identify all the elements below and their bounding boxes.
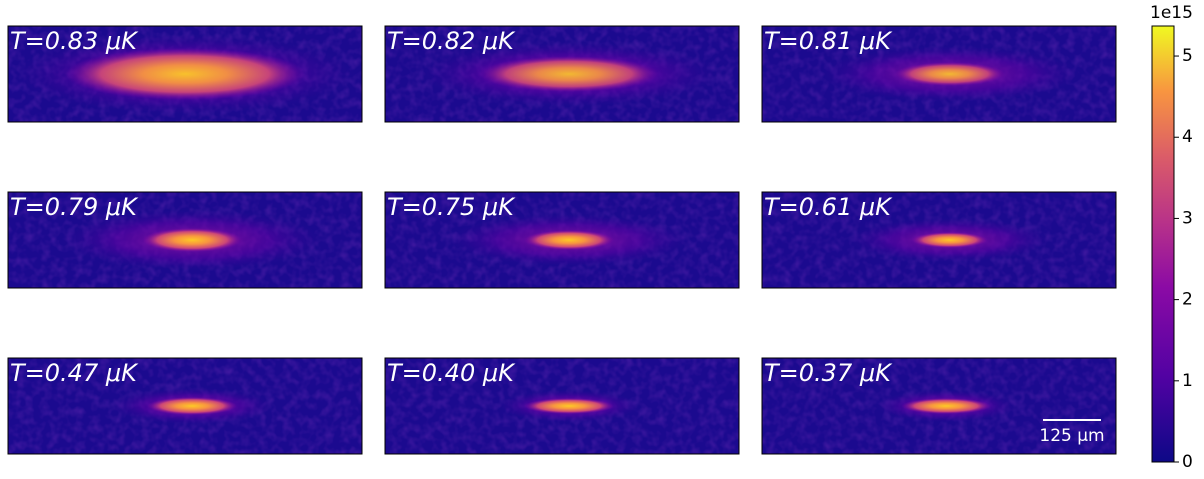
colorbar-offset: 1e15 [1150,3,1193,23]
panel-frame [384,191,740,289]
cloud-core [524,230,615,250]
cloud-core [524,398,615,414]
panel-label: T=0.82 μK [387,27,516,55]
panel-label: T=0.37 μK [764,359,893,387]
panel-label: T=0.81 μK [764,27,893,55]
panel: T=0.75 μK [384,191,740,289]
cloud-core [142,228,243,252]
colorbar-tick-label: 2 [1182,290,1193,310]
panel: T=0.37 μK [761,357,1117,455]
panel-frame [761,357,1117,455]
colorbar-tick-label: 4 [1182,127,1193,147]
panel: T=0.79 μK [7,191,363,289]
panel-frame [7,25,363,123]
cloud-core [65,48,305,100]
panel-label: T=0.47 μK [10,359,139,387]
panel-frame [384,357,740,455]
cloud-core [479,56,660,92]
panel-label: T=0.83 μK [10,27,139,55]
panel-label: T=0.40 μK [387,359,516,387]
colorbar [1151,25,1175,463]
panel-frame [7,191,363,289]
panel: T=0.83 μK [7,25,363,123]
panel-label: T=0.75 μK [387,193,516,221]
panel-frame [761,25,1117,123]
cloud-core [901,398,992,414]
colorbar-tick-label: 3 [1182,208,1193,228]
cloud-core [147,397,238,415]
scale-bar-label: 125 μm [1039,426,1104,446]
panel-frame [384,25,740,123]
panel: T=0.81 μK [761,25,1117,123]
panel-frame [761,191,1117,289]
panel: T=0.47 μK [7,357,363,455]
panel-frame [7,357,363,455]
colorbar-tick-label: 0 [1182,452,1193,472]
panel: T=0.61 μK [761,191,1117,289]
cloud-core [894,62,1005,86]
panel-label: T=0.61 μK [764,193,893,221]
cloud-core [911,232,988,248]
panel: T=0.40 μK [384,357,740,455]
colorbar-tick-label: 5 [1182,46,1193,66]
panel-label: T=0.79 μK [10,193,139,221]
panel: T=0.82 μK [384,25,740,123]
colorbar-tick-label: 1 [1182,371,1193,391]
